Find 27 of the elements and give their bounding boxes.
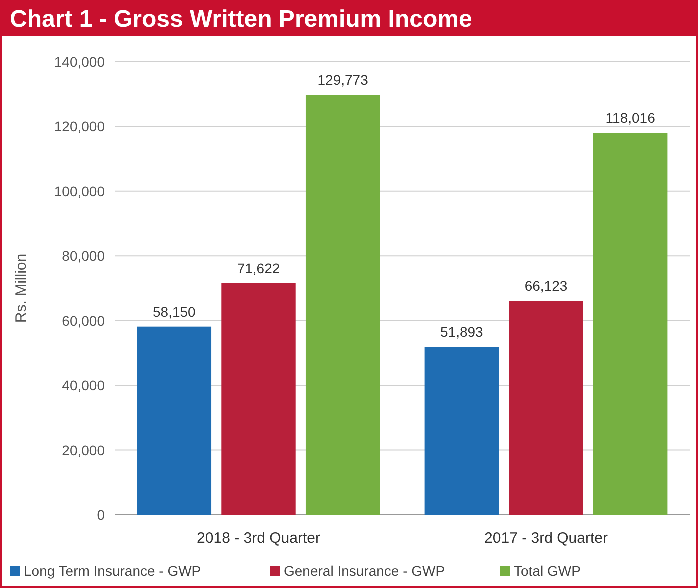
y-tick-label: 0 [97,507,106,523]
y-tick-label: 80,000 [62,248,106,264]
text: 58,150 [153,304,196,320]
bar [593,133,668,515]
text: 71,622 [237,260,280,276]
text: 118,016 [606,110,656,126]
bar [424,347,500,515]
legend-label: Long Term Insurance - GWP [24,563,202,579]
y-tick-label: 120,000 [54,118,106,135]
y-tick-label: 40,000 [62,378,106,394]
y-axis-title: Rs. Million [13,254,30,324]
x-tick-label: 2017 - 3rd Quarter [484,530,608,547]
text: 66,123 [524,278,568,294]
legend-label: General Insurance - GWP [284,563,446,579]
text: 51,893 [440,324,484,340]
y-tick-label: 60,000 [62,312,106,329]
bar [222,283,296,515]
bar [509,301,584,515]
legend-label: Total GWP [514,563,581,579]
y-tick-label: 140,000 [54,54,106,70]
chart-title: Chart 1 - Gross Written Premium Income [10,6,472,33]
y-tick-label: 100,000 [54,183,106,200]
x-tick-label: 2018 - 3rd Quarter [197,530,320,547]
text: 129,773 [318,72,368,88]
bar [137,326,212,515]
y-tick-label: 20,000 [62,442,106,458]
bar [306,95,380,515]
